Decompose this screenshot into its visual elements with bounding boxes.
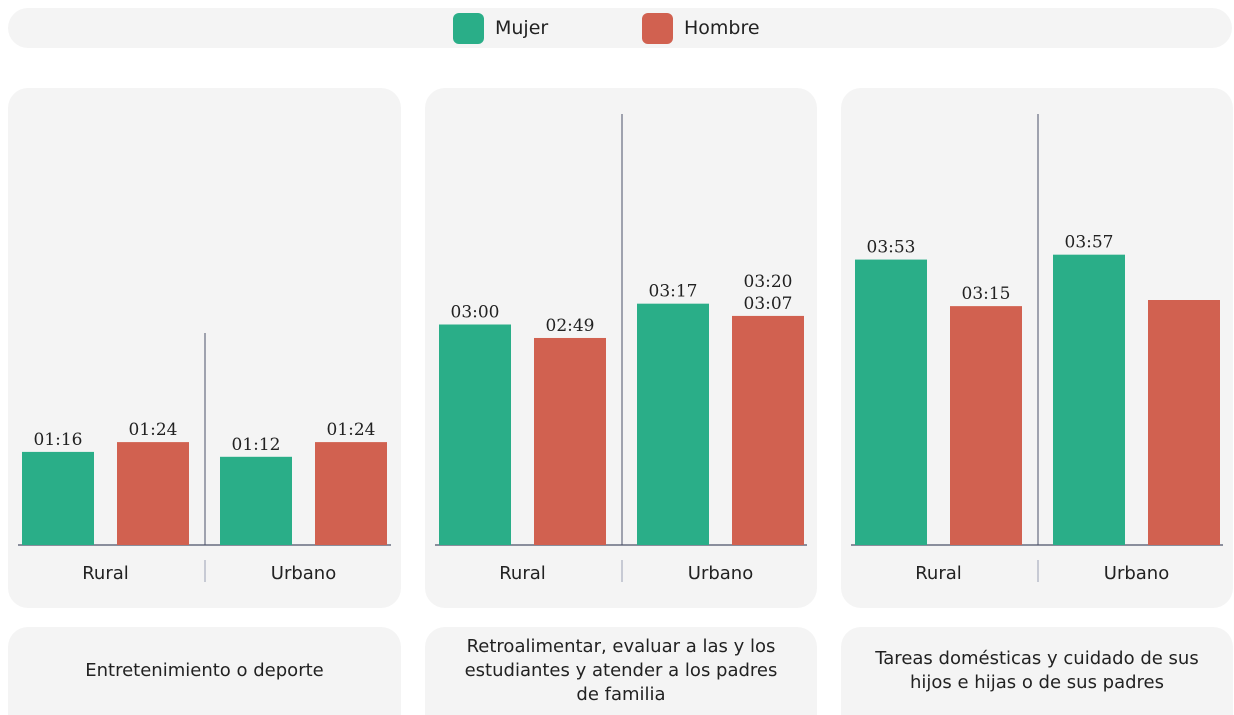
legend-label-mujer: Mujer <box>495 17 548 39</box>
legend-label-hombre: Hombre <box>684 17 760 39</box>
value-label-retroalimentar-hombre-rural: 02:49 <box>546 316 595 336</box>
category-label-tareas-rural: Rural <box>915 563 962 584</box>
category-label-entretenimiento-rural: Rural <box>82 563 129 584</box>
value-label-tareas-mujer-rural: 03:53 <box>867 238 916 258</box>
legend-item-mujer: Mujer <box>453 13 548 43</box>
chart-title-retroalimentar: Retroalimentar, evaluar a las y los estu… <box>425 627 817 715</box>
chart-title-entretenimiento: Entretenimiento o deporte <box>8 627 401 715</box>
bar-entretenimiento-mujer-rural <box>22 452 94 545</box>
value-label-retroalimentar-hombre-urbano: 03:07 <box>744 294 793 314</box>
category-label-retroalimentar-rural: Rural <box>499 563 546 584</box>
value-label-entretenimiento-mujer-urbano: 01:12 <box>232 435 281 455</box>
chart-tareas: 03:53 03:15 03:57 Rural Urbano <box>841 88 1233 608</box>
annotation-label-retroalimentar: 03:20 <box>744 272 793 292</box>
bar-retroalimentar-hombre-urbano <box>732 316 804 545</box>
bar-retroalimentar-hombre-rural <box>534 338 606 545</box>
value-label-tareas-hombre-rural: 03:15 <box>962 284 1011 304</box>
bar-tareas-hombre-rural <box>950 306 1022 545</box>
chart-panel-entretenimiento: 01:16 01:24 01:12 01:24 Rural Urbano <box>8 88 401 608</box>
legend-swatch-hombre <box>642 13 673 44</box>
bar-tareas-mujer-urbano <box>1053 255 1125 545</box>
bar-retroalimentar-mujer-urbano <box>637 304 709 545</box>
legend: Mujer Hombre <box>8 8 1232 48</box>
legend-item-hombre: Hombre <box>642 13 760 43</box>
value-label-retroalimentar-mujer-rural: 03:00 <box>451 303 500 323</box>
bar-tareas-mujer-rural <box>855 260 927 545</box>
bar-entretenimiento-hombre-urbano <box>315 442 387 545</box>
bar-entretenimiento-mujer-urbano <box>220 457 292 545</box>
category-label-tareas-urbano: Urbano <box>1104 563 1169 584</box>
chart-entretenimiento: 01:16 01:24 01:12 01:24 Rural Urbano <box>8 88 401 608</box>
value-label-tareas-mujer-urbano: 03:57 <box>1065 233 1114 253</box>
chart-panel-retroalimentar: 03:00 02:49 03:17 03:07 03:20 Rural Urbano <box>425 88 817 608</box>
category-label-entretenimiento-urbano: Urbano <box>271 563 336 584</box>
value-label-retroalimentar-mujer-urbano: 03:17 <box>649 282 698 302</box>
bar-retroalimentar-mujer-rural <box>439 325 511 546</box>
value-label-entretenimiento-mujer-rural: 01:16 <box>34 430 83 450</box>
chart-panel-tareas: 03:53 03:15 03:57 Rural Urbano <box>841 88 1233 608</box>
value-label-entretenimiento-hombre-urbano: 01:24 <box>327 420 376 440</box>
value-label-entretenimiento-hombre-rural: 01:24 <box>129 420 178 440</box>
bar-tareas-hombre-urbano <box>1148 300 1220 545</box>
category-label-retroalimentar-urbano: Urbano <box>688 563 753 584</box>
legend-swatch-mujer <box>453 13 484 44</box>
bar-entretenimiento-hombre-rural <box>117 442 189 545</box>
chart-title-tareas: Tareas domésticas y cuidado de sus hijos… <box>841 627 1233 715</box>
